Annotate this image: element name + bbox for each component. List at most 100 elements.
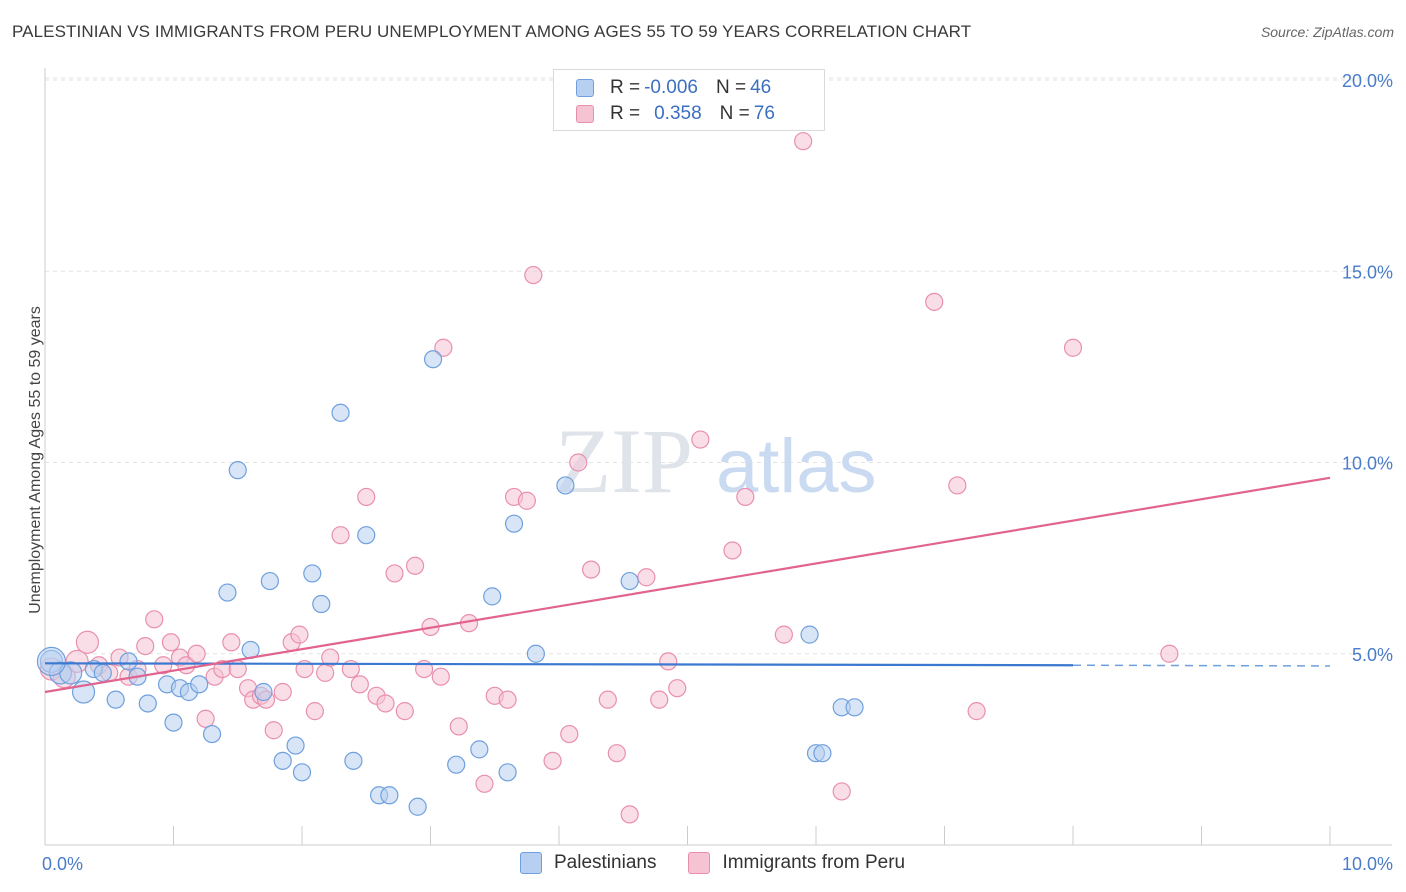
palestinian-point <box>254 682 273 702</box>
peru-point <box>723 541 742 560</box>
peru-point <box>376 694 395 713</box>
palestinian-point <box>164 713 183 732</box>
legend-item-peru[interactable]: Immigrants from Peru <box>688 852 905 874</box>
palestinian-point <box>260 571 279 591</box>
peru-point <box>598 690 617 709</box>
grid-lines <box>45 77 1392 655</box>
peru-point <box>774 625 793 644</box>
palestinian-point <box>138 694 157 713</box>
palestinian-point <box>813 744 832 763</box>
peru-point <box>290 625 309 644</box>
legend-item-palestinians[interactable]: Palestinians <box>520 852 656 874</box>
palestinian-point <box>106 690 125 709</box>
palestinian-point <box>556 476 575 495</box>
palestinian-point <box>303 564 322 583</box>
peru-point <box>794 132 813 151</box>
palestinian-point <box>292 763 312 782</box>
palestinian-point <box>190 675 209 694</box>
peru-point <box>405 556 425 575</box>
legend-swatch-blue <box>576 79 594 97</box>
peru-point <box>967 702 986 721</box>
series-peru-points <box>39 132 1179 824</box>
peru-point <box>736 487 755 507</box>
palestinian-point <box>380 786 399 805</box>
palestinian-point <box>228 461 247 480</box>
peru-point <box>161 633 181 652</box>
peru-point <box>659 652 678 671</box>
peru-point <box>560 724 579 744</box>
peru-point <box>620 805 639 824</box>
palestinian-point <box>470 740 489 759</box>
peru-point <box>273 682 292 702</box>
x-tick-label: 0.0% <box>42 854 83 874</box>
palestinian-point <box>218 583 237 602</box>
legend-row-palestinians: R = -0.006 N = 46 <box>576 76 771 100</box>
legend-r-label: R = <box>610 77 641 98</box>
peru-point <box>385 564 404 583</box>
legend-swatch-pink <box>576 105 594 123</box>
peru-point <box>691 430 710 449</box>
palestinian-point <box>504 514 524 533</box>
series-palestinians-points <box>36 350 864 816</box>
peru-point <box>543 751 562 770</box>
peru-point <box>136 636 155 656</box>
peru-point <box>196 709 215 728</box>
source-label: Source: ZipAtlas.com <box>1260 24 1394 40</box>
peru-point <box>357 487 376 507</box>
legend-label-palestinians: Palestinians <box>554 852 657 873</box>
peru-point <box>475 774 494 793</box>
legend-r-value: -0.006 <box>644 77 698 98</box>
y-tick-label: 10.0% <box>1342 454 1393 474</box>
palestinian-point-cluster <box>36 646 67 677</box>
legend-swatch-blue <box>520 852 542 874</box>
chart-title: PALESTINIAN VS IMMIGRANTS FROM PERU UNEM… <box>12 22 972 41</box>
legend-r-value: 0.358 <box>654 103 702 124</box>
palestinian-point <box>119 652 138 671</box>
palestinian-point <box>312 594 331 614</box>
peru-point <box>498 690 517 709</box>
palestinian-point <box>202 724 222 744</box>
peru-point <box>449 717 468 736</box>
peru-point <box>264 721 283 740</box>
peru-point <box>832 782 851 801</box>
series-legend: Palestinians Immigrants from Peru <box>520 852 937 874</box>
peru-point <box>607 744 626 763</box>
palestinian-point <box>526 644 545 663</box>
legend-n-value: 76 <box>753 103 775 124</box>
peru-point <box>637 568 656 587</box>
peru-point <box>75 630 100 654</box>
legend-n-value: 46 <box>750 77 772 98</box>
peru-point <box>350 675 369 694</box>
palestinian-point <box>357 526 376 545</box>
peru-point <box>431 667 450 686</box>
palestinians-trend-extension <box>1072 664 1331 667</box>
peru-point <box>582 560 601 579</box>
peru-point <box>668 679 687 698</box>
stats-legend: R = -0.006 N = 46 R = 0.358 N = 76 <box>553 69 825 131</box>
peru-point <box>948 476 967 495</box>
palestinian-point <box>93 663 112 682</box>
peru-point <box>154 656 173 675</box>
peru-point <box>145 610 164 629</box>
y-tick-label: 15.0% <box>1342 262 1393 282</box>
palestinians-trend-line <box>44 662 1074 667</box>
peru-point <box>517 491 536 510</box>
y-tick-label: 20.0% <box>1342 71 1393 91</box>
peru-point <box>925 292 944 311</box>
palestinian-point <box>620 571 639 591</box>
axes <box>44 68 1392 846</box>
peru-point <box>650 690 669 709</box>
peru-point <box>1160 644 1179 663</box>
y-tick-label: 5.0% <box>1352 645 1393 665</box>
peru-point <box>395 702 414 721</box>
palestinian-point <box>408 797 427 816</box>
legend-n-label: N = <box>719 103 750 124</box>
legend-label-peru: Immigrants from Peru <box>722 852 906 873</box>
palestinian-point <box>447 755 466 774</box>
peru-point <box>316 663 335 682</box>
tick-labels: 5.0% 10.0% 15.0% 20.0% 0.0% 10.0% <box>42 71 1393 874</box>
palestinian-point <box>423 350 443 369</box>
x-tick-label: 10.0% <box>1342 854 1393 874</box>
legend-r-label: R = <box>610 103 641 124</box>
